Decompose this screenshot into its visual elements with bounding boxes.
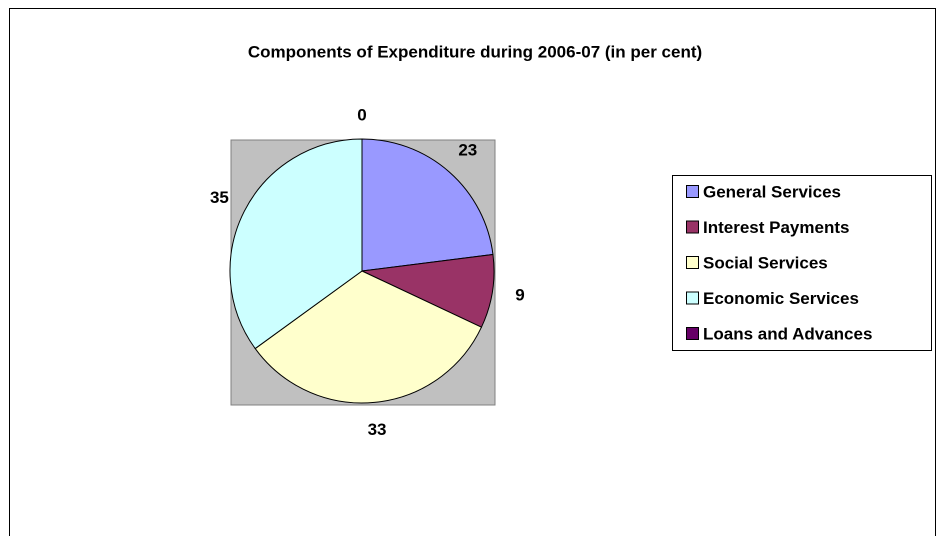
data-label: 33 (368, 420, 387, 439)
legend-swatch (686, 185, 699, 198)
legend-label: Economic Services (703, 289, 859, 308)
data-label: 35 (210, 188, 229, 207)
legend-label: Loans and Advances (703, 324, 872, 343)
data-label: 0 (357, 105, 366, 124)
legend-label: General Services (703, 182, 841, 201)
chart-title: Components of Expenditure during 2006-07… (248, 42, 702, 61)
legend-swatch (686, 220, 699, 234)
legend-swatch (686, 327, 699, 340)
data-label: 23 (458, 140, 477, 159)
data-label: 9 (515, 286, 524, 305)
pie-slice (229, 138, 363, 350)
legend-swatch (686, 291, 699, 305)
pie-slice (361, 138, 494, 272)
legend-label: Social Services (703, 253, 828, 272)
pie-slice (254, 270, 483, 404)
legend-box (672, 175, 932, 351)
legend-label: Interest Payments (703, 218, 849, 237)
legend-swatch (686, 256, 699, 269)
